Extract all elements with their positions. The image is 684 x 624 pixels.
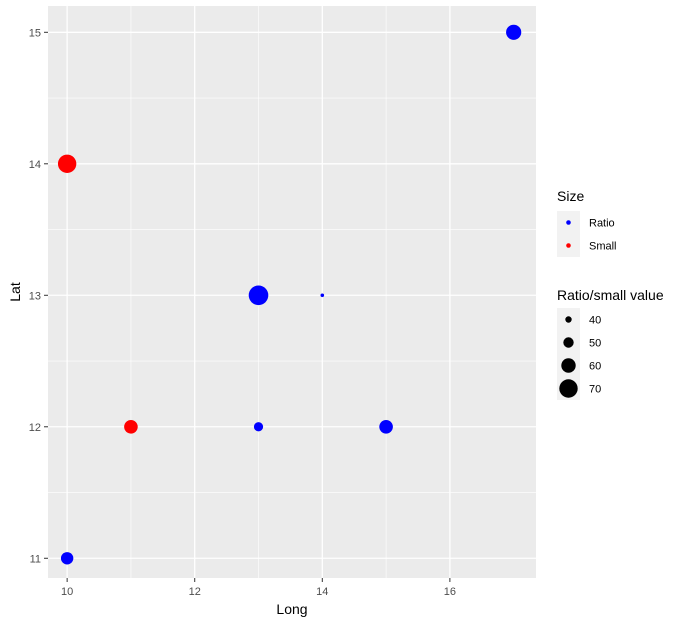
color-legend-label: Ratio (589, 218, 615, 230)
size-legend-label: 40 (589, 315, 601, 327)
color-legend: Size Ratio Small (557, 188, 617, 257)
data-point (248, 285, 269, 306)
x-tick-label: 12 (189, 586, 201, 598)
color-legend-key (566, 243, 571, 248)
x-tick-label: 16 (444, 586, 456, 598)
y-tick-label: 13 (29, 290, 41, 302)
x-axis: 10 12 14 16 (61, 578, 456, 598)
y-tick-label: 14 (29, 159, 41, 171)
size-legend-key (565, 316, 572, 323)
color-legend-label: Small (589, 241, 617, 253)
major-gridlines (48, 6, 536, 578)
data-points (57, 24, 522, 565)
x-axis-title: Long (276, 601, 307, 617)
size-legend-label: 70 (589, 384, 601, 396)
data-point (320, 293, 325, 298)
data-point (57, 154, 77, 173)
size-legend-label: 60 (589, 361, 601, 373)
size-legend: Ratio/small value 40 50 60 70 (557, 287, 664, 400)
data-point (379, 419, 393, 434)
y-axis-title: Lat (7, 282, 23, 302)
size-legend-key (561, 358, 576, 373)
color-legend-title: Size (557, 188, 584, 204)
data-point (60, 552, 74, 565)
x-tick-label: 10 (61, 586, 73, 598)
size-legend-key (563, 337, 574, 348)
y-tick-label: 15 (29, 27, 41, 39)
size-legend-label: 50 (589, 338, 601, 350)
y-tick-label: 11 (30, 553, 41, 565)
y-tick-label: 12 (29, 422, 41, 434)
x-tick-label: 14 (316, 586, 328, 598)
color-legend-key (566, 220, 571, 225)
y-axis: 11 12 13 14 15 (29, 27, 48, 565)
data-point (253, 422, 264, 432)
minor-gridlines (48, 6, 536, 578)
data-point (124, 419, 138, 434)
size-legend-key (559, 379, 578, 398)
size-legend-title: Ratio/small value (557, 287, 664, 303)
data-point (506, 24, 522, 40)
plot-panel (48, 6, 536, 578)
